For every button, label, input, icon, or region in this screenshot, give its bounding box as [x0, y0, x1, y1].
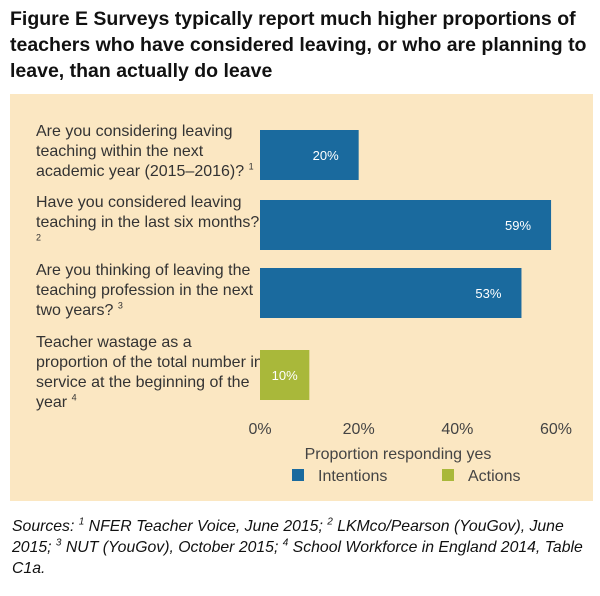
source-text: NUT (YouGov), October 2015; [61, 539, 283, 556]
category-label: Are you thinking of leaving the teaching… [36, 262, 254, 319]
bar-chart: 20% 59% 53% 10% 0% 20% 40% 60% Proportion respon… [248, 130, 572, 485]
x-tick-label: 20% [343, 421, 375, 438]
source-text: School Workforce in England 2014, Table … [12, 539, 583, 577]
chart-panel: Are you considering leaving teaching wit… [10, 94, 593, 501]
bar-value-label: 10% [272, 368, 298, 383]
footnote-marker: 3 [117, 300, 123, 311]
category-label: Are you considering leaving teaching wit… [36, 123, 254, 180]
footnote-marker: 4 [71, 392, 77, 403]
category-label: Teacher wastage as a proportion of the t… [36, 334, 263, 411]
bar-1 [260, 130, 359, 180]
x-tick-label: 40% [441, 421, 473, 438]
category-label: Have you considered leaving teaching in … [36, 194, 260, 243]
x-axis-label: Proportion responding yes [305, 446, 492, 463]
bar-value-label: 59% [505, 218, 531, 233]
legend-label-intentions: Intentions [318, 468, 387, 485]
legend-swatch-intentions [292, 469, 304, 481]
footnote-marker: 1 [78, 516, 85, 528]
legend-label-actions: Actions [468, 468, 520, 485]
bar-value-label: 20% [313, 148, 339, 163]
bar-2 [260, 200, 552, 250]
source-text: NFER Teacher Voice, June 2015; [84, 518, 328, 535]
x-tick-label: 60% [540, 421, 572, 438]
source-text: LKMco/Pearson (YouGov), June 2015; [12, 518, 564, 556]
bar-value-label: 53% [475, 286, 501, 301]
bar-4 [260, 350, 310, 400]
x-tick-label: 0% [248, 421, 271, 438]
source-text: Sources: [12, 518, 79, 535]
footnote-marker: 2 [36, 232, 42, 243]
legend-swatch-actions [442, 469, 454, 481]
footnote-marker: 1 [248, 161, 254, 172]
footnote-marker: 4 [282, 537, 289, 549]
figure-title: Figure E Surveys typically report much h… [10, 8, 587, 82]
bar-3 [260, 268, 522, 318]
sources-note: Sources: 1 NFER Teacher Voice, June 2015… [12, 516, 597, 579]
footnote-marker: 2 [327, 516, 333, 528]
footnote-marker: 3 [55, 537, 62, 549]
